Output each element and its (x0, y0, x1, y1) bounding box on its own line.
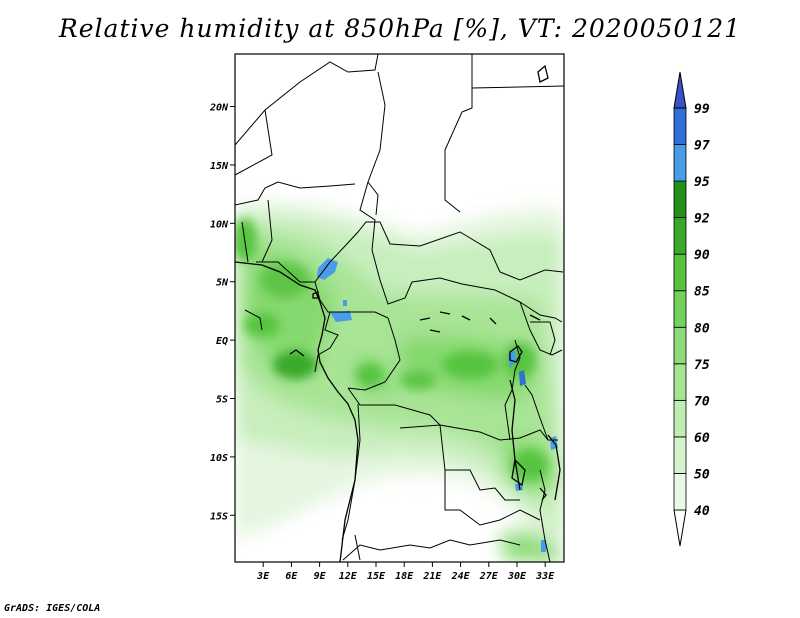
colorbar-segment (673, 363, 687, 401)
colorbar-segment (673, 399, 687, 438)
colorbar-label: 40 (694, 504, 710, 519)
lon-tick-label: 18E (395, 571, 414, 582)
colorbar-segment (673, 290, 687, 328)
colorbar-label: 50 (694, 467, 710, 482)
colorbar-label: 92 (694, 212, 710, 227)
humidity-field (235, 202, 564, 562)
lat-tick-label: 10N (210, 219, 229, 230)
lon-tick-label: 30E (507, 571, 527, 582)
colorbar-segment (673, 326, 687, 365)
lon-tick-label: 15E (367, 571, 386, 582)
colorbar-label: 85 (694, 285, 710, 300)
colorbar-label: 99 (694, 102, 710, 117)
lat-tick-label: 15N (210, 161, 229, 172)
colorbar-segment (673, 107, 687, 145)
colorbar-label: 60 (694, 431, 710, 446)
lon-tick-label: 6E (285, 571, 298, 582)
lon-tick-label: 33E (535, 571, 555, 582)
colorbar-segment (673, 144, 687, 182)
colorbar-segment (673, 253, 687, 292)
lat-tick-label: 15S (210, 511, 228, 522)
grads-credit: GrADS: IGES/COLA (4, 603, 101, 614)
colorbar-segment (673, 436, 687, 474)
lat-tick-label: 10S (210, 453, 228, 464)
lon-tick-label: 9E (314, 571, 327, 582)
colorbar-label: 97 (694, 139, 710, 154)
colorbar-label: 80 (694, 321, 710, 336)
colorbar-segment (673, 473, 687, 511)
colorbar-high-triangle (673, 71, 687, 109)
lon-tick-label: 24E (451, 571, 471, 582)
coastline (235, 64, 561, 562)
colorbar-segment (673, 217, 687, 255)
colorbar-label: 95 (694, 175, 710, 190)
chart-title: Relative humidity at 850hPa [%], VT: 202… (58, 14, 742, 43)
map-frame (234, 53, 565, 563)
colorbar-label: 90 (694, 248, 710, 263)
lon-tick-label: 21E (422, 571, 442, 582)
colorbar-label: 75 (694, 358, 710, 373)
colorbar-segment (673, 180, 687, 219)
lon-tick-label: 3E (256, 571, 270, 582)
lon-tick-label: 27E (479, 571, 499, 582)
lat-tick-label: 5S (216, 395, 228, 406)
lat-tick-label: 5N (216, 278, 229, 289)
colorbar-label: 70 (694, 394, 710, 409)
lat-tick-label: EQ (216, 336, 228, 347)
country-borders (235, 54, 564, 562)
colorbar-low-triangle (673, 509, 687, 547)
lat-tick-label: 20N (209, 103, 229, 114)
lon-tick-label: 12E (339, 571, 358, 582)
